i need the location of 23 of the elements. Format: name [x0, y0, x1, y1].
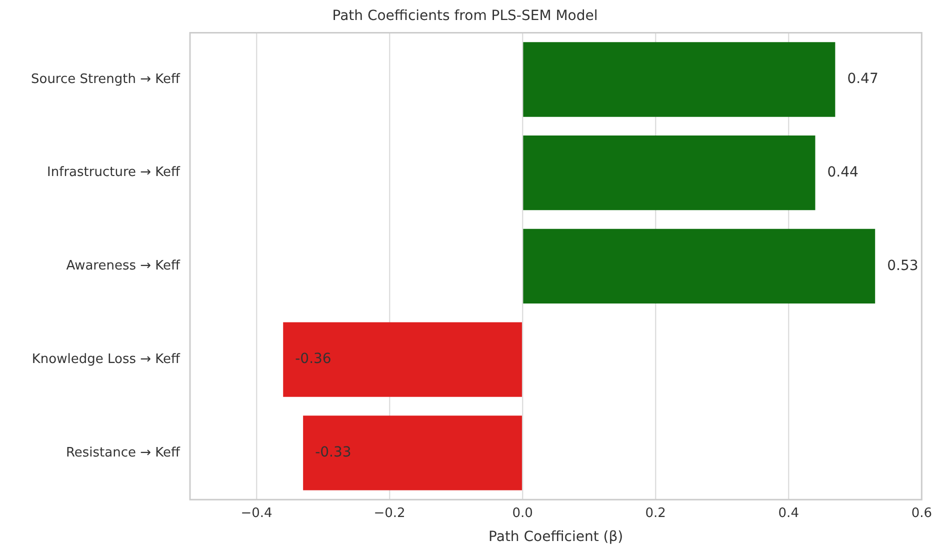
bar — [523, 228, 876, 304]
chart-title: Path Coefficients from PLS-SEM Model — [332, 8, 598, 24]
bar — [523, 135, 816, 210]
x-tick-label: −0.4 — [240, 506, 272, 521]
bar — [283, 322, 522, 397]
x-tick-label: 0.4 — [778, 506, 799, 521]
y-tick-label: Resistance → Keff — [66, 445, 182, 460]
x-tick-label: 0.0 — [512, 506, 533, 521]
data-label: -0.36 — [295, 351, 332, 368]
x-tick-label: 0.6 — [911, 506, 932, 521]
y-tick-label: Awareness → Keff — [66, 258, 182, 274]
bar — [523, 42, 836, 117]
data-label: 0.53 — [887, 258, 918, 274]
data-label: 0.47 — [847, 71, 878, 88]
data-label: 0.44 — [827, 164, 859, 180]
x-tick-label: 0.2 — [645, 506, 666, 521]
data-label: -0.33 — [315, 444, 352, 461]
x-tick-label: −0.2 — [374, 506, 406, 521]
bar — [303, 416, 522, 490]
x-axis-title: Path Coefficient (β) — [488, 529, 624, 546]
y-tick-label: Knowledge Loss → Keff — [32, 352, 182, 367]
y-tick-label: Infrastructure → Keff — [47, 165, 182, 180]
y-tick-label: Source Strength → Keff — [30, 72, 182, 87]
